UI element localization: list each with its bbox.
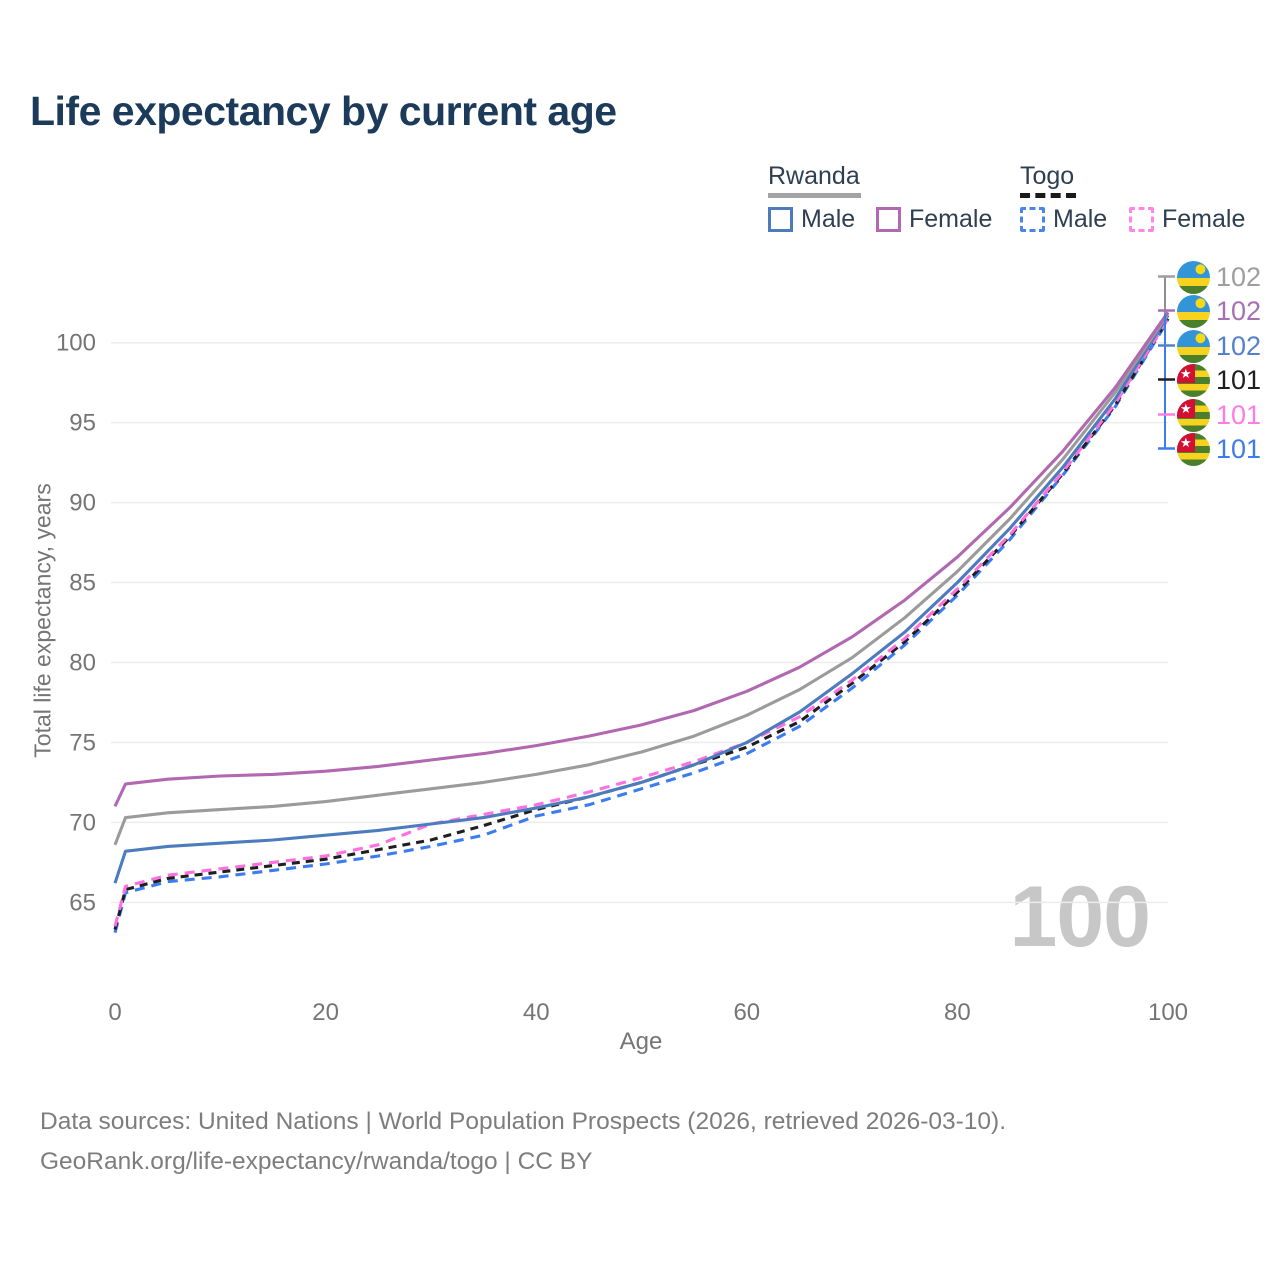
end-label-value: 101: [1216, 433, 1262, 464]
x-tick-label: 0: [108, 999, 121, 1026]
end-label-row: 101: [1177, 363, 1280, 397]
x-tick-label: 80: [944, 999, 971, 1026]
series-line-togo-all[interactable]: [113, 317, 1170, 930]
legend-country-togo[interactable]: Togo: [1020, 162, 1075, 190]
end-label-value: 101: [1216, 399, 1262, 430]
togo-male-swatch[interactable]: [1020, 207, 1045, 232]
y-tick-label: 95: [69, 410, 96, 437]
togo-line-style-swatch: [1020, 193, 1076, 198]
rwanda-flag-icon: [1177, 329, 1210, 363]
end-label-row: 102: [1177, 329, 1280, 363]
rwanda-female-label[interactable]: Female: [909, 205, 993, 233]
togo-female-label[interactable]: Female: [1162, 205, 1246, 233]
x-tick-label: 100: [1148, 999, 1188, 1026]
y-tick-label: 85: [69, 570, 96, 597]
end-label-row: 102: [1177, 260, 1280, 294]
y-tick-label: 75: [69, 729, 96, 756]
watermark-age: 100: [1009, 869, 1152, 965]
legend-country-rwanda[interactable]: Rwanda: [768, 162, 860, 190]
x-tick-label: 60: [733, 999, 760, 1026]
togo-male-label[interactable]: Male: [1053, 205, 1108, 233]
attribution-note: GeoRank.org/life-expectancy/rwanda/togo …: [40, 1148, 593, 1175]
rwanda-flag-icon: [1177, 294, 1210, 328]
togo-flag-icon: [1177, 363, 1210, 397]
series-line-rwanda-female[interactable]: [113, 311, 1170, 808]
y-tick-label: 65: [69, 889, 96, 916]
x-tick-label: 40: [523, 999, 550, 1026]
rwanda-line-style-swatch: [768, 193, 861, 198]
y-tick-label: 70: [69, 809, 96, 836]
data-source-note: Data sources: United Nations | World Pop…: [40, 1108, 1007, 1135]
rwanda-male-label[interactable]: Male: [801, 205, 856, 233]
end-label-row: 101: [1177, 398, 1280, 432]
y-tick-label: 90: [69, 490, 96, 517]
series-line-rwanda-all[interactable]: [113, 313, 1170, 846]
y-axis-title: Total life expectancy, years: [29, 483, 56, 758]
togo-flag-icon: [1177, 398, 1210, 432]
end-label-value: 102: [1216, 295, 1262, 326]
rwanda-female-swatch[interactable]: [876, 207, 901, 232]
end-label-row: 101: [1177, 432, 1280, 466]
togo-flag-icon: [1177, 432, 1210, 466]
y-tick-label: 100: [56, 330, 96, 357]
x-axis-title: Age: [619, 1028, 663, 1055]
rwanda-male-swatch[interactable]: [768, 207, 793, 232]
end-label-row: 102: [1177, 294, 1280, 328]
end-label-value: 102: [1216, 261, 1262, 292]
x-tick-label: 20: [312, 999, 339, 1026]
togo-female-swatch[interactable]: [1129, 207, 1154, 232]
series-line-togo-female[interactable]: [113, 317, 1170, 927]
series-line-rwanda-male[interactable]: [113, 314, 1170, 884]
page-title: Life expectancy by current age: [30, 88, 617, 134]
end-label-value: 101: [1216, 364, 1262, 395]
end-label-value: 102: [1216, 330, 1262, 361]
rwanda-flag-icon: [1177, 260, 1210, 294]
y-tick-label: 80: [69, 650, 96, 677]
